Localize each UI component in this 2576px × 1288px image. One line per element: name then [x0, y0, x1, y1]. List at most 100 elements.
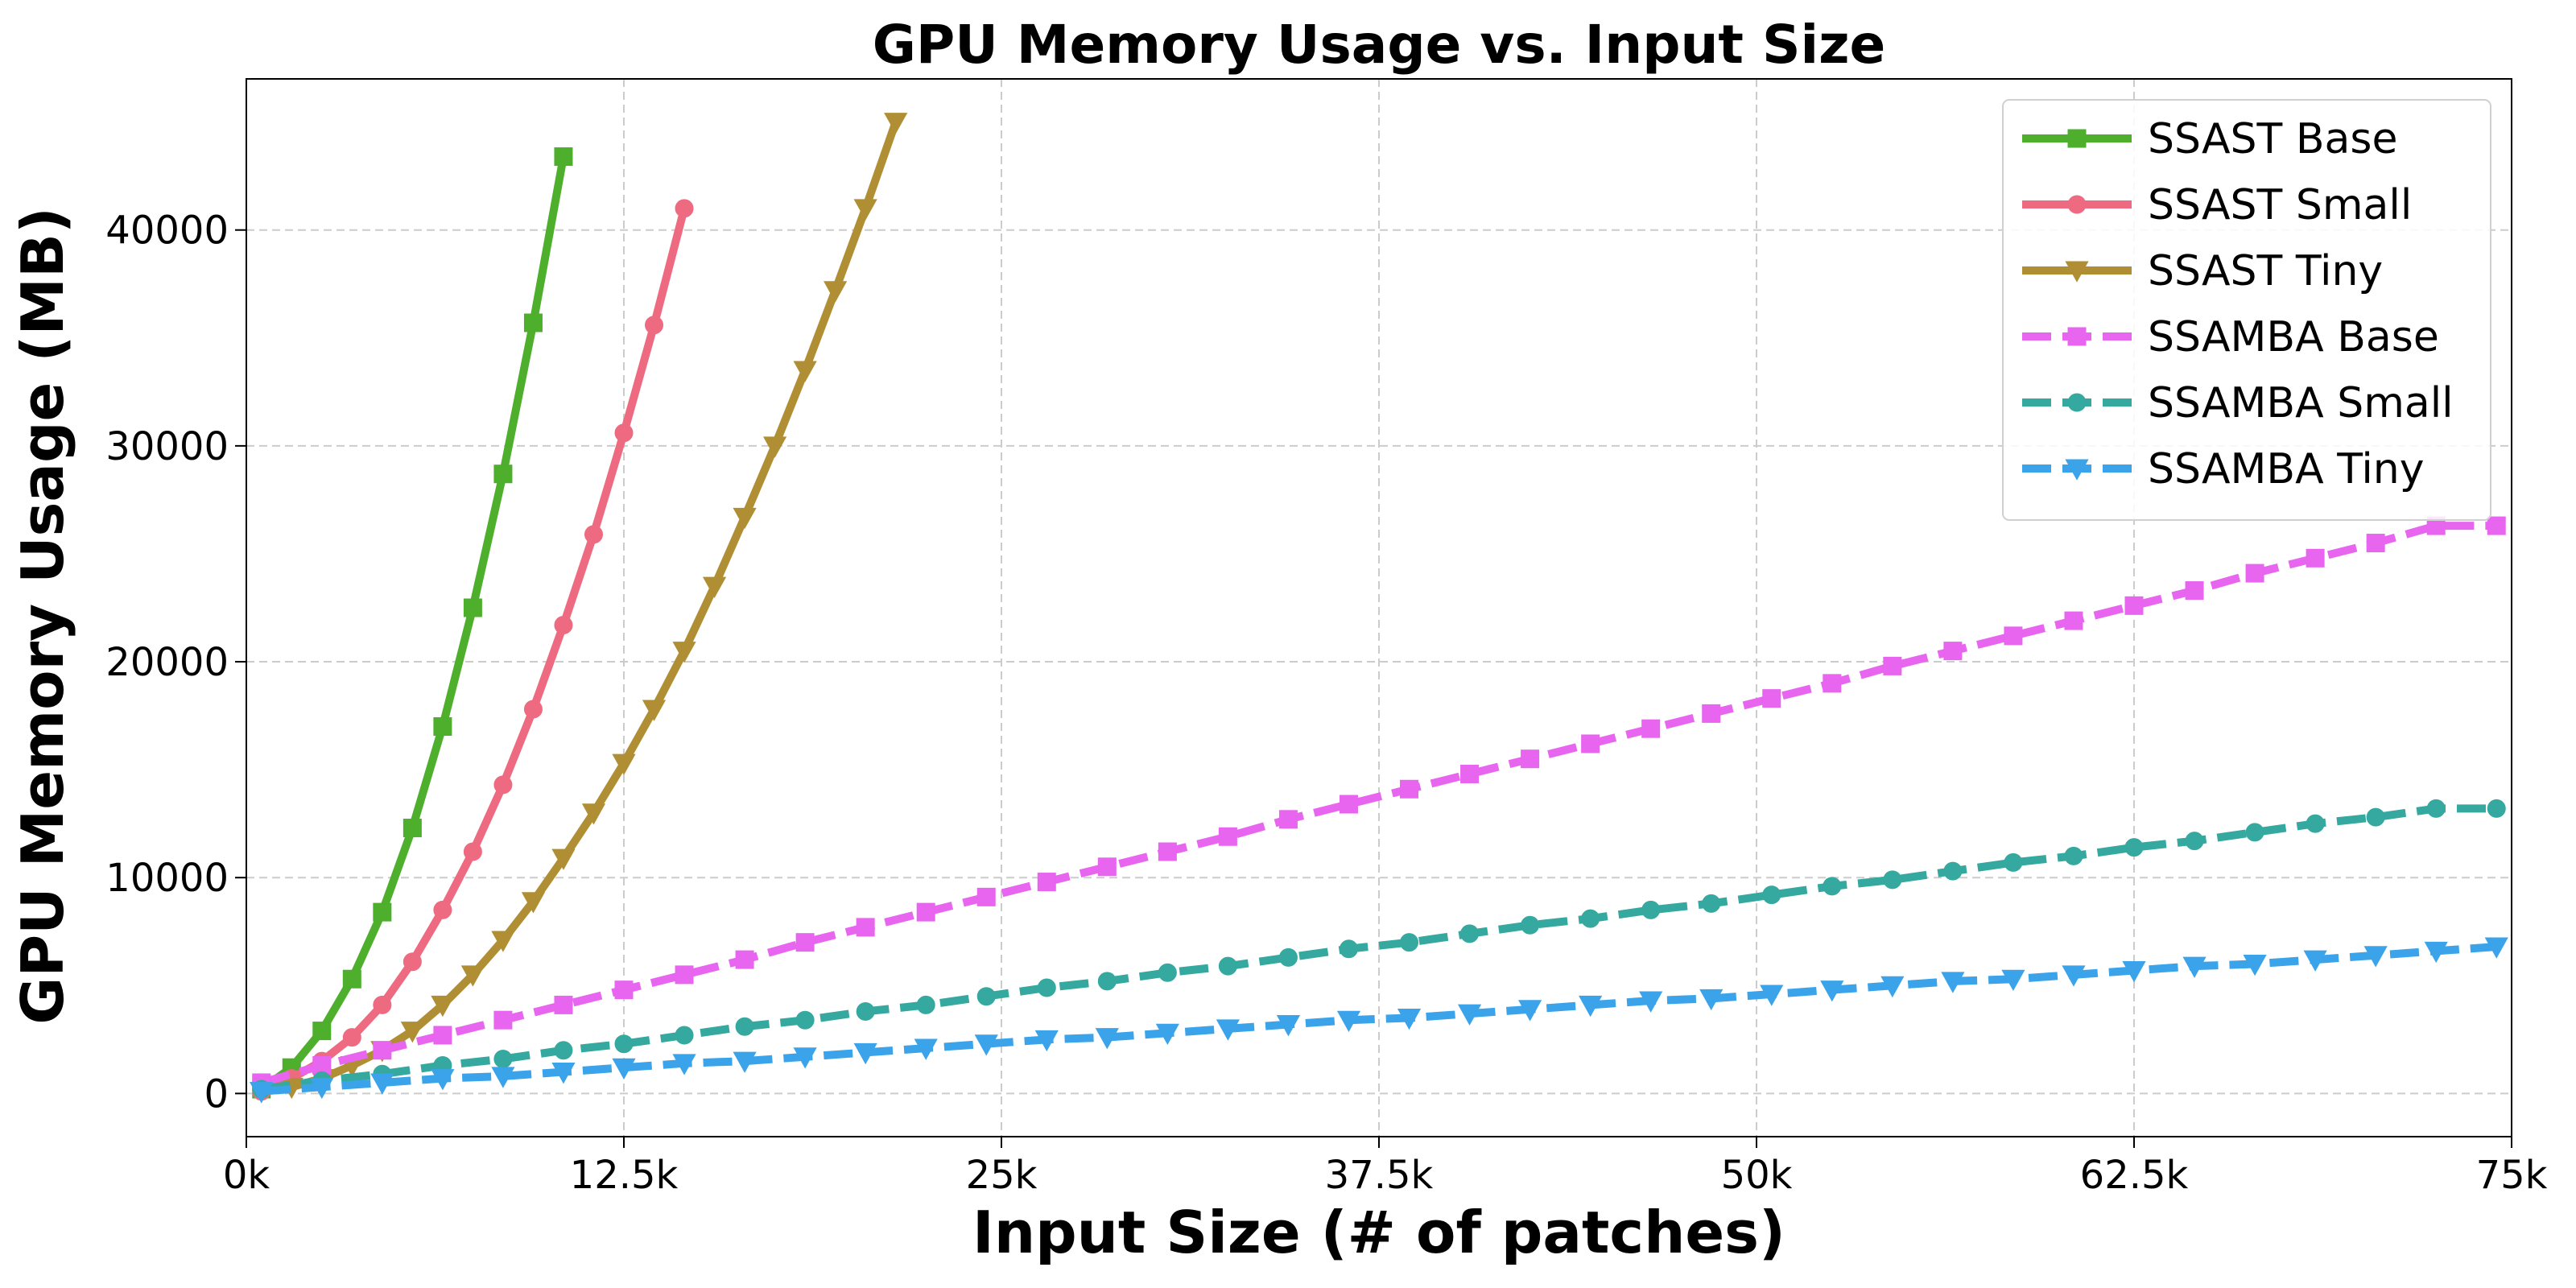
y-axis-title: GPU Memory Usage (MB) — [9, 207, 76, 1025]
legend-item-ssamba-base: SSAMBA Base — [2022, 313, 2439, 361]
data-point — [1276, 1015, 1301, 1037]
x-tick-label: 25k — [966, 1153, 1038, 1198]
data-point — [976, 987, 996, 1006]
data-point — [1943, 642, 1963, 661]
data-point — [856, 1001, 875, 1021]
series-line-ssamba-base — [260, 522, 2497, 1087]
data-point — [1581, 734, 1600, 753]
data-point — [735, 1017, 754, 1036]
x-axis: 0k 12.5k 25k 37.5k 50k 62.5k 75k — [223, 1137, 2548, 1198]
legend-marker — [2067, 327, 2087, 346]
legend-item-ssamba-small: SSAMBA Small — [2022, 379, 2454, 427]
data-point — [1760, 985, 1784, 1006]
data-point — [554, 1041, 573, 1060]
data-point — [2122, 961, 2146, 983]
data-point — [1278, 947, 1298, 967]
data-point — [1880, 976, 1905, 998]
data-point — [642, 700, 667, 721]
chart-title: GPU Memory Usage vs. Input Size — [873, 14, 1886, 76]
data-point — [1883, 656, 1902, 675]
data-point — [2001, 969, 2025, 992]
data-point — [370, 1073, 394, 1095]
legend-label: SSAMBA Tiny — [2148, 445, 2425, 493]
legend-item-ssast-small: SSAST Small — [2022, 181, 2412, 229]
y-axis: 0 10000 20000 30000 40000 — [105, 208, 246, 1117]
legend-label: SSAST Base — [2148, 115, 2397, 163]
data-point — [2004, 626, 2023, 646]
data-point — [1218, 956, 1237, 976]
data-point — [433, 716, 452, 736]
data-point — [554, 615, 573, 634]
data-point — [554, 995, 573, 1014]
data-point — [2243, 954, 2267, 976]
series-ssamba-small — [252, 799, 2506, 1099]
data-point — [2124, 838, 2144, 857]
data-point — [373, 1041, 392, 1060]
data-point — [2363, 946, 2388, 968]
data-point — [2487, 799, 2506, 818]
data-point — [2185, 832, 2204, 851]
y-tick-label: 30000 — [105, 424, 229, 469]
data-point — [914, 1038, 938, 1060]
data-point — [433, 900, 452, 919]
data-point — [795, 1010, 815, 1030]
data-point — [373, 902, 392, 922]
data-point — [1460, 924, 1480, 943]
data-point — [1278, 810, 1298, 829]
data-point — [612, 753, 636, 775]
data-point — [1521, 915, 1540, 935]
data-point — [1762, 689, 1781, 708]
legend-item-ssast-base: SSAST Base — [2022, 115, 2397, 163]
legend-label: SSAST Small — [2148, 181, 2412, 229]
data-point — [491, 1067, 515, 1088]
legend-item-ssast-tiny: SSAST Tiny — [2022, 247, 2383, 295]
data-point — [1336, 1010, 1361, 1032]
data-point — [433, 1026, 452, 1045]
data-point — [1641, 900, 1661, 919]
data-point — [614, 423, 634, 443]
data-point — [1518, 1000, 1542, 1022]
data-point — [1823, 674, 1842, 693]
data-point — [1155, 1023, 1179, 1046]
data-point — [1823, 877, 1842, 896]
data-point — [1037, 873, 1056, 892]
data-point — [584, 525, 603, 544]
data-point — [493, 775, 513, 795]
legend-marker — [2067, 195, 2087, 214]
data-point — [1702, 704, 1721, 723]
series-ssamba-tiny — [250, 937, 2508, 1104]
legend-item-ssamba-tiny: SSAMBA Tiny — [2022, 445, 2425, 493]
x-tick-label: 0k — [223, 1153, 270, 1198]
data-point — [2124, 596, 2144, 615]
data-point — [853, 199, 877, 221]
data-point — [2303, 950, 2327, 972]
data-point — [675, 965, 694, 985]
data-point — [493, 464, 513, 484]
y-tick-label: 10000 — [105, 856, 229, 901]
data-point — [884, 113, 908, 134]
data-point — [1941, 972, 1965, 993]
data-point — [312, 1022, 332, 1041]
data-point — [551, 1063, 576, 1084]
data-point — [250, 1082, 274, 1104]
data-point — [1581, 909, 1600, 928]
data-point — [1641, 719, 1661, 738]
data-point — [1579, 995, 1603, 1018]
data-point — [1457, 1004, 1482, 1026]
y-tick-label: 0 — [204, 1071, 229, 1117]
legend: SSAST Base SSAST Small SSAST Tiny SSAMBA Ba… — [2002, 99, 2491, 521]
data-point — [402, 952, 422, 972]
data-point — [735, 950, 754, 969]
x-tick-label: 50k — [1721, 1153, 1793, 1198]
data-point — [581, 803, 606, 825]
data-point — [974, 1034, 998, 1056]
data-point — [1639, 991, 1663, 1013]
data-point — [614, 1034, 634, 1054]
legend-marker — [2067, 129, 2087, 148]
data-point — [675, 1026, 694, 1045]
data-point — [1397, 1009, 1422, 1030]
data-point — [1820, 980, 1844, 1002]
data-point — [1095, 1028, 1119, 1050]
legend-marker — [2065, 261, 2089, 283]
